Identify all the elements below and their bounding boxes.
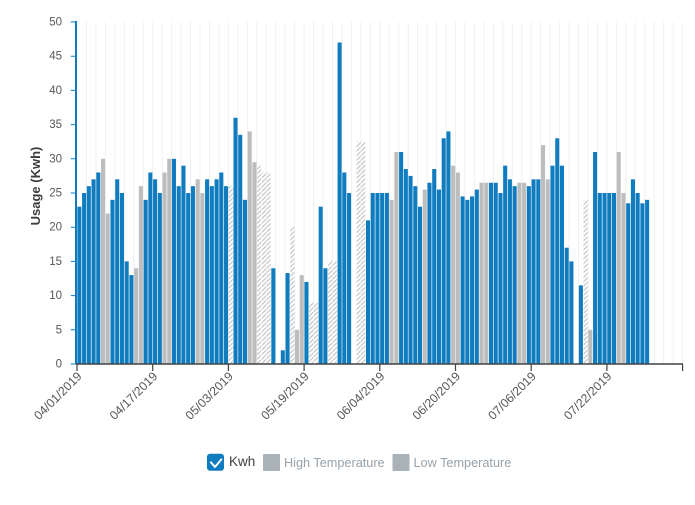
svg-text:5: 5 xyxy=(56,324,62,336)
svg-text:Low Temperature: Low Temperature xyxy=(414,456,512,470)
svg-text:High Temperature: High Temperature xyxy=(284,456,385,470)
svg-text:25: 25 xyxy=(49,188,62,200)
svg-text:10: 10 xyxy=(49,290,62,302)
svg-text:Usage (Kwh): Usage (Kwh) xyxy=(28,147,43,226)
svg-text:35: 35 xyxy=(49,119,62,131)
svg-text:Kwh: Kwh xyxy=(229,454,255,469)
svg-text:40: 40 xyxy=(49,85,62,97)
svg-text:15: 15 xyxy=(49,256,62,268)
svg-text:45: 45 xyxy=(49,51,62,63)
svg-text:50: 50 xyxy=(49,17,62,29)
svg-text:20: 20 xyxy=(49,222,62,234)
svg-text:0: 0 xyxy=(56,359,62,371)
svg-text:30: 30 xyxy=(49,153,62,165)
